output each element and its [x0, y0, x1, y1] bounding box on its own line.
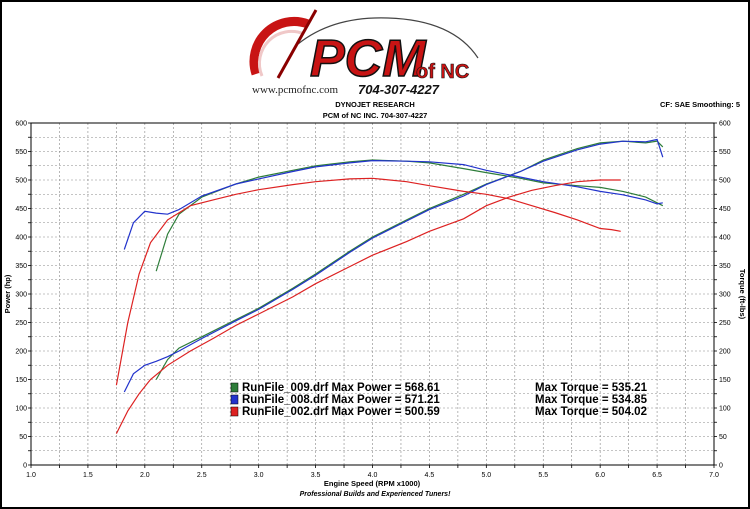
x-tick-label: 3.0: [254, 472, 264, 479]
x-tick-label: 6.0: [595, 472, 605, 479]
y-tick-label-right: 50: [719, 434, 727, 441]
x-tick-label: 1.5: [83, 472, 93, 479]
y-tick-label-left: 400: [15, 235, 27, 242]
logo-gauge: [249, 16, 310, 76]
legend-run-label: RunFile_009.drf Max Power = 568.61: [242, 382, 440, 394]
x-tick-label: 6.5: [652, 472, 662, 479]
x-tick-label: 4.0: [368, 472, 378, 479]
y-tick-label-left: 100: [15, 406, 27, 413]
y-tick-label-left: 0: [23, 463, 27, 470]
series-line: [123, 138, 664, 393]
x-tick-label: 1.0: [26, 472, 36, 479]
y-tick-label-left: 350: [15, 263, 27, 270]
x-tick-label: 2.5: [197, 472, 207, 479]
y-tick-label-right: 100: [719, 406, 731, 413]
axis-ticks: 1.0 1.5 2.0 2.5 3.0 3.5 4.0 4.5 5.0 5.5 6.0 6.5 7.00…: [15, 121, 730, 480]
y-tick-label-left: 300: [15, 292, 27, 299]
series-line: [123, 159, 663, 250]
y-tick-label-right: 400: [719, 235, 731, 242]
y-tick-label-left: 150: [15, 377, 27, 384]
x-tick-label: 5.5: [538, 472, 548, 479]
x-axis-label: Engine Speed (RPM x1000): [324, 479, 421, 488]
y-tick-label-left: 50: [19, 434, 27, 441]
legend-run-label: RunFile_008.drf Max Power = 571.21: [242, 394, 440, 406]
y-tick-label-left: 450: [15, 206, 27, 213]
y-tick-label-right: 350: [719, 263, 731, 270]
x-tick-label: 7.0: [709, 472, 719, 479]
legend-torque-label: Max Torque = 504.02: [535, 406, 647, 418]
y-tick-label-right: 550: [719, 149, 731, 156]
footer-tagline: Professional Builds and Experienced Tune…: [299, 491, 451, 498]
y-tick-label-right: 450: [719, 206, 731, 213]
logo-car-outline: [297, 17, 479, 59]
header-line-2: PCM of NC INC. 704-307-4227: [322, 111, 428, 120]
series-line: [115, 179, 621, 434]
legend-swatch: [230, 394, 239, 405]
logo-suffix: of NC: [416, 61, 469, 83]
logo-wordmark: PCM: [310, 30, 427, 88]
chart-settings: CF: SAE Smoothing: 5: [660, 100, 740, 109]
legend-run-label: RunFile_002.drf Max Power = 500.59: [242, 406, 440, 418]
x-tick-label: 3.5: [311, 472, 321, 479]
y-tick-label-right: 0: [719, 463, 723, 470]
series-line: [115, 177, 621, 386]
y-tick-label-right: 300: [719, 292, 731, 299]
y-tick-label-left: 600: [15, 121, 27, 128]
y-tick-label-right: 150: [719, 377, 731, 384]
logo-needle: [276, 9, 318, 79]
pcm-logo: PCM of NC: [249, 9, 479, 89]
series-line: [155, 159, 664, 272]
y-tick-label-left: 500: [15, 178, 27, 185]
series-line: [155, 140, 664, 380]
logo-phone: 704-307-4227: [358, 82, 439, 97]
y-axis-label-right: Torque (ft-lbs): [738, 269, 747, 320]
x-tick-label: 2.0: [140, 472, 150, 479]
header-line-1: DYNOJET RESEARCH: [335, 100, 415, 109]
plot-grid: [31, 123, 714, 465]
y-axis-label-left: Power (hp): [3, 274, 12, 313]
legend-swatch: [230, 406, 239, 417]
y-tick-label-right: 600: [719, 121, 731, 128]
legend-torque-label: Max Torque = 535.21: [535, 382, 648, 394]
y-tick-label-right: 500: [719, 178, 731, 185]
chart-legend: RunFile_009.drf Max Power = 568.61 Max To…: [230, 382, 648, 418]
logo-url: www.pcmofnc.com: [252, 84, 339, 96]
legend-swatch: [230, 382, 239, 393]
y-tick-label-left: 550: [15, 149, 27, 156]
x-tick-label: 4.5: [425, 472, 435, 479]
x-tick-label: 5.0: [481, 472, 491, 479]
series-curves: [115, 138, 664, 434]
legend-torque-label: Max Torque = 534.85: [535, 394, 648, 406]
y-tick-label-right: 250: [719, 320, 731, 327]
y-tick-label-right: 200: [719, 349, 731, 356]
y-tick-label-left: 200: [15, 349, 27, 356]
y-tick-label-left: 250: [15, 320, 27, 327]
